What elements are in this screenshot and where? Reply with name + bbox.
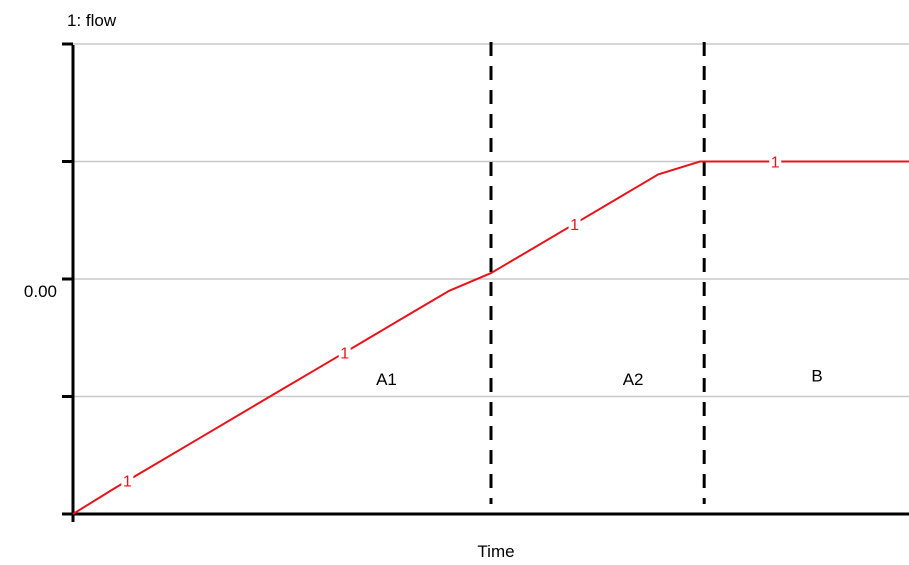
series-marker-bg xyxy=(121,471,134,488)
region-label: B xyxy=(811,366,822,385)
series-marker-bg xyxy=(568,214,581,231)
chart-title: 1: flow xyxy=(67,11,117,30)
series-flow xyxy=(72,160,909,515)
region-label: A2 xyxy=(623,370,644,389)
y-ticks xyxy=(62,42,73,516)
axes xyxy=(63,45,909,522)
series-line xyxy=(72,160,909,515)
series-marker: 1 xyxy=(771,155,780,172)
y-tick-label: 0.00 xyxy=(24,282,57,301)
series-marker-bg xyxy=(338,343,351,360)
y-tick-labels: 0.00 xyxy=(24,282,57,301)
series-marker-bg xyxy=(769,152,782,169)
region-dividers xyxy=(489,42,706,504)
region-labels: A1 A2 B xyxy=(376,366,823,389)
series-marker: 1 xyxy=(570,217,579,234)
series-marker: 1 xyxy=(123,474,132,491)
series-marker: 1 xyxy=(340,345,349,362)
x-axis-label: Time xyxy=(477,542,514,561)
series-markers: 1 1 1 1 xyxy=(121,152,782,491)
region-label: A1 xyxy=(376,370,397,389)
